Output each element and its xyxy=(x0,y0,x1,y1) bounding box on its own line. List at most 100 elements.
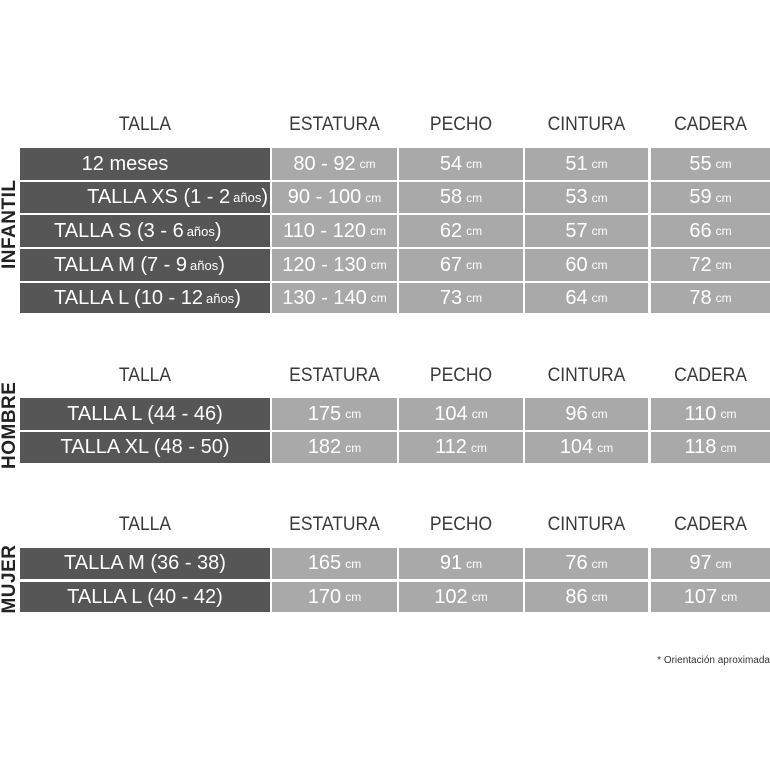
column-header-talla: TALLA xyxy=(118,114,172,135)
measure-cell-pecho: 54 cm xyxy=(399,148,523,180)
measure-value: 73 xyxy=(439,286,463,309)
measure-unit: cm xyxy=(345,440,362,455)
measure-cell-cintura: 57 cm xyxy=(525,215,648,247)
size-label-end: ) xyxy=(218,253,225,276)
measure-value: 110 - 120 xyxy=(282,219,367,242)
column-header-pecho: PECHO xyxy=(429,114,493,135)
size-label-end: ) xyxy=(234,286,241,309)
measure-unit: cm xyxy=(591,590,608,604)
measure-cell-pecho: 112 cm xyxy=(399,432,523,463)
column-header-pecho: PECHO xyxy=(429,514,493,535)
column-header-cadera: CADERA xyxy=(674,365,747,386)
column-header-pecho: PECHO xyxy=(429,365,493,386)
measure-value: 67 xyxy=(439,253,463,276)
measure-unit: cm xyxy=(591,291,608,305)
measure-unit: cm xyxy=(470,440,487,455)
measure-value: 54 xyxy=(439,152,463,175)
measure-cell-pecho: 58 cm xyxy=(399,182,523,213)
measure-cell-pecho: 62 cm xyxy=(399,215,523,247)
size-label: TALLA XS (1 - 2 xyxy=(87,186,231,208)
size-label-cell: TALLA S (3 - 6 años) xyxy=(20,215,270,247)
measure-unit: cm xyxy=(466,258,483,272)
measure-cell-cintura: 64 cm xyxy=(525,283,648,313)
measure-unit: cm xyxy=(715,190,732,205)
measure-unit: cm xyxy=(715,157,732,171)
measure-cell-estatura: 110 - 120 cm xyxy=(272,215,397,247)
measure-unit: cm xyxy=(591,224,608,238)
measure-value: 58 xyxy=(439,186,463,208)
measure-cell-estatura: 182 cm xyxy=(272,432,397,463)
size-label: TALLA L (44 - 46) xyxy=(67,402,223,425)
measure-unit: cm xyxy=(591,556,608,571)
measure-value: 118 xyxy=(684,436,717,458)
measure-value: 76 xyxy=(565,552,588,574)
measure-cell-cadera: 97 cm xyxy=(651,548,770,579)
size-label-unit: años xyxy=(205,290,235,306)
column-header-estatura: ESTATURA xyxy=(289,365,380,386)
measure-cell-cintura: 76 cm xyxy=(525,548,648,579)
measure-unit: cm xyxy=(591,407,608,421)
measure-value: 104 xyxy=(559,436,594,458)
measure-unit: cm xyxy=(466,291,483,305)
measure-value: 78 xyxy=(689,286,712,309)
column-header-talla: TALLA xyxy=(118,365,172,386)
measure-value: 59 xyxy=(689,186,712,208)
measure-cell-cintura: 86 cm xyxy=(525,582,648,612)
measure-cell-pecho: 67 cm xyxy=(399,249,523,281)
size-label-unit: años xyxy=(190,257,219,273)
measure-unit: cm xyxy=(466,556,483,571)
measure-value: 110 xyxy=(684,402,717,425)
measure-value: 112 xyxy=(435,436,467,458)
measure-cell-cadera: 118 cm xyxy=(651,432,770,463)
column-header-cadera: CADERA xyxy=(674,514,747,535)
measure-unit: cm xyxy=(720,440,737,455)
measure-value: 120 - 130 xyxy=(282,253,367,276)
measure-value: 130 - 140 xyxy=(282,286,367,309)
size-label-end: ) xyxy=(214,219,222,242)
size-label: 12 meses xyxy=(81,152,169,175)
measure-cell-cadera: 107 cm xyxy=(651,582,770,612)
measure-value: 175 xyxy=(307,402,342,425)
measure-cell-pecho: 91 cm xyxy=(399,548,523,579)
measure-value: 86 xyxy=(565,585,588,608)
column-header-estatura: ESTATURA xyxy=(289,514,380,535)
measure-cell-estatura: 165 cm xyxy=(272,548,397,579)
measure-value: 107 xyxy=(683,585,718,608)
measure-value: 57 xyxy=(565,219,588,242)
column-header-cintura: CINTURA xyxy=(547,114,626,135)
measure-cell-estatura: 80 - 92 cm xyxy=(272,148,397,180)
measure-cell-estatura: 90 - 100 cm xyxy=(272,182,397,213)
column-header-estatura: ESTATURA xyxy=(289,114,380,135)
size-label-cell: 12 meses xyxy=(20,148,270,180)
size-label: TALLA M (36 - 38) xyxy=(64,552,226,574)
measure-unit: cm xyxy=(715,556,732,571)
measure-cell-estatura: 120 - 130 cm xyxy=(272,249,397,281)
measure-cell-cadera: 66 cm xyxy=(651,215,770,247)
measure-unit: cm xyxy=(370,258,387,272)
measure-value: 96 xyxy=(565,402,588,425)
measure-unit: cm xyxy=(720,407,737,421)
measure-unit: cm xyxy=(345,590,362,604)
measure-unit: cm xyxy=(345,407,362,421)
measure-cell-cadera: 72 cm xyxy=(651,249,770,281)
column-header-cintura: CINTURA xyxy=(547,514,626,535)
measure-unit: cm xyxy=(466,224,483,238)
size-label-cell: TALLA XS (1 - 2 años) xyxy=(20,182,270,213)
measure-unit: cm xyxy=(591,157,608,171)
size-label-unit: años xyxy=(233,190,262,205)
measure-unit: cm xyxy=(591,190,608,205)
measure-cell-estatura: 130 - 140 cm xyxy=(272,283,397,313)
size-label-cell: TALLA L (44 - 46) xyxy=(20,398,270,430)
measure-value: 97 xyxy=(689,552,712,574)
measure-cell-cintura: 104 cm xyxy=(525,432,648,463)
measure-cell-estatura: 175 cm xyxy=(272,398,397,430)
measure-value: 90 - 100 xyxy=(287,186,362,208)
measure-cell-cintura: 53 cm xyxy=(525,182,648,213)
measure-cell-cadera: 59 cm xyxy=(651,182,770,213)
measure-cell-cadera: 55 cm xyxy=(651,148,770,180)
measure-value: 66 xyxy=(689,219,712,242)
measure-unit: cm xyxy=(345,556,362,571)
size-label-cell: TALLA L (10 - 12 años) xyxy=(20,283,270,313)
measure-unit: cm xyxy=(471,590,488,604)
measure-value: 170 xyxy=(307,585,342,608)
